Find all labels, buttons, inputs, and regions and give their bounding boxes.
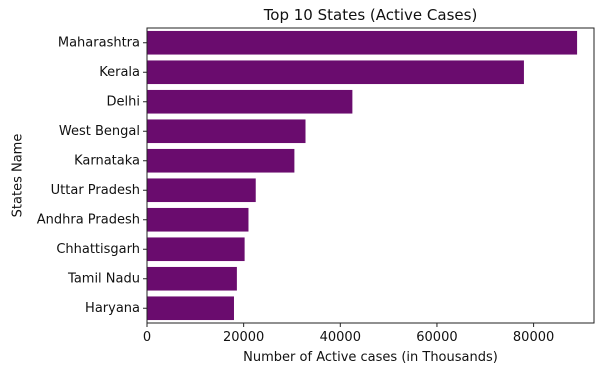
bar-uttar-pradesh [147, 178, 256, 203]
bar-maharashtra [147, 30, 578, 55]
y-tick-label: Tamil Nadu [67, 271, 140, 286]
bar-west-bengal [147, 119, 306, 144]
y-tick-label: Andhra Pradesh [37, 212, 140, 227]
x-tick-label: 60000 [416, 330, 457, 345]
y-axis-ticks: Maharashtra Kerala Delhi West Bengal Karnata… [37, 35, 147, 316]
y-axis-label: States Name [11, 134, 26, 218]
y-tick-label: Delhi [107, 94, 140, 109]
x-tick-label: 20000 [223, 330, 264, 345]
y-tick-label: Maharashtra [58, 35, 140, 50]
bar-karnataka [147, 148, 295, 173]
bar-andhra-pradesh [147, 207, 249, 232]
bar-haryana [147, 296, 234, 321]
plot-frame [146, 27, 595, 324]
x-tick-label: 40000 [320, 330, 361, 345]
y-tick-label: Karnataka [74, 153, 140, 168]
bar-chhattisgarh [147, 237, 245, 262]
bar-delhi [147, 89, 353, 114]
chart-title: Top 10 States (Active Cases) [263, 6, 478, 24]
x-tick-label: 80000 [513, 330, 554, 345]
x-axis-label: Number of Active cases (in Thousands) [243, 350, 498, 365]
x-tick-label: 0 [143, 330, 151, 345]
y-tick-label: Chhattisgarh [56, 242, 140, 257]
bar-tamil-nadu [147, 266, 237, 291]
bar-kerala [147, 60, 524, 85]
bars-layer [147, 30, 578, 321]
y-tick-label: Uttar Pradesh [51, 183, 140, 198]
y-tick-label: Kerala [99, 65, 140, 80]
y-tick-label: West Bengal [59, 124, 140, 139]
x-axis-ticks: 0 20000 40000 60000 80000 [143, 323, 554, 345]
y-tick-label: Haryana [85, 301, 140, 316]
